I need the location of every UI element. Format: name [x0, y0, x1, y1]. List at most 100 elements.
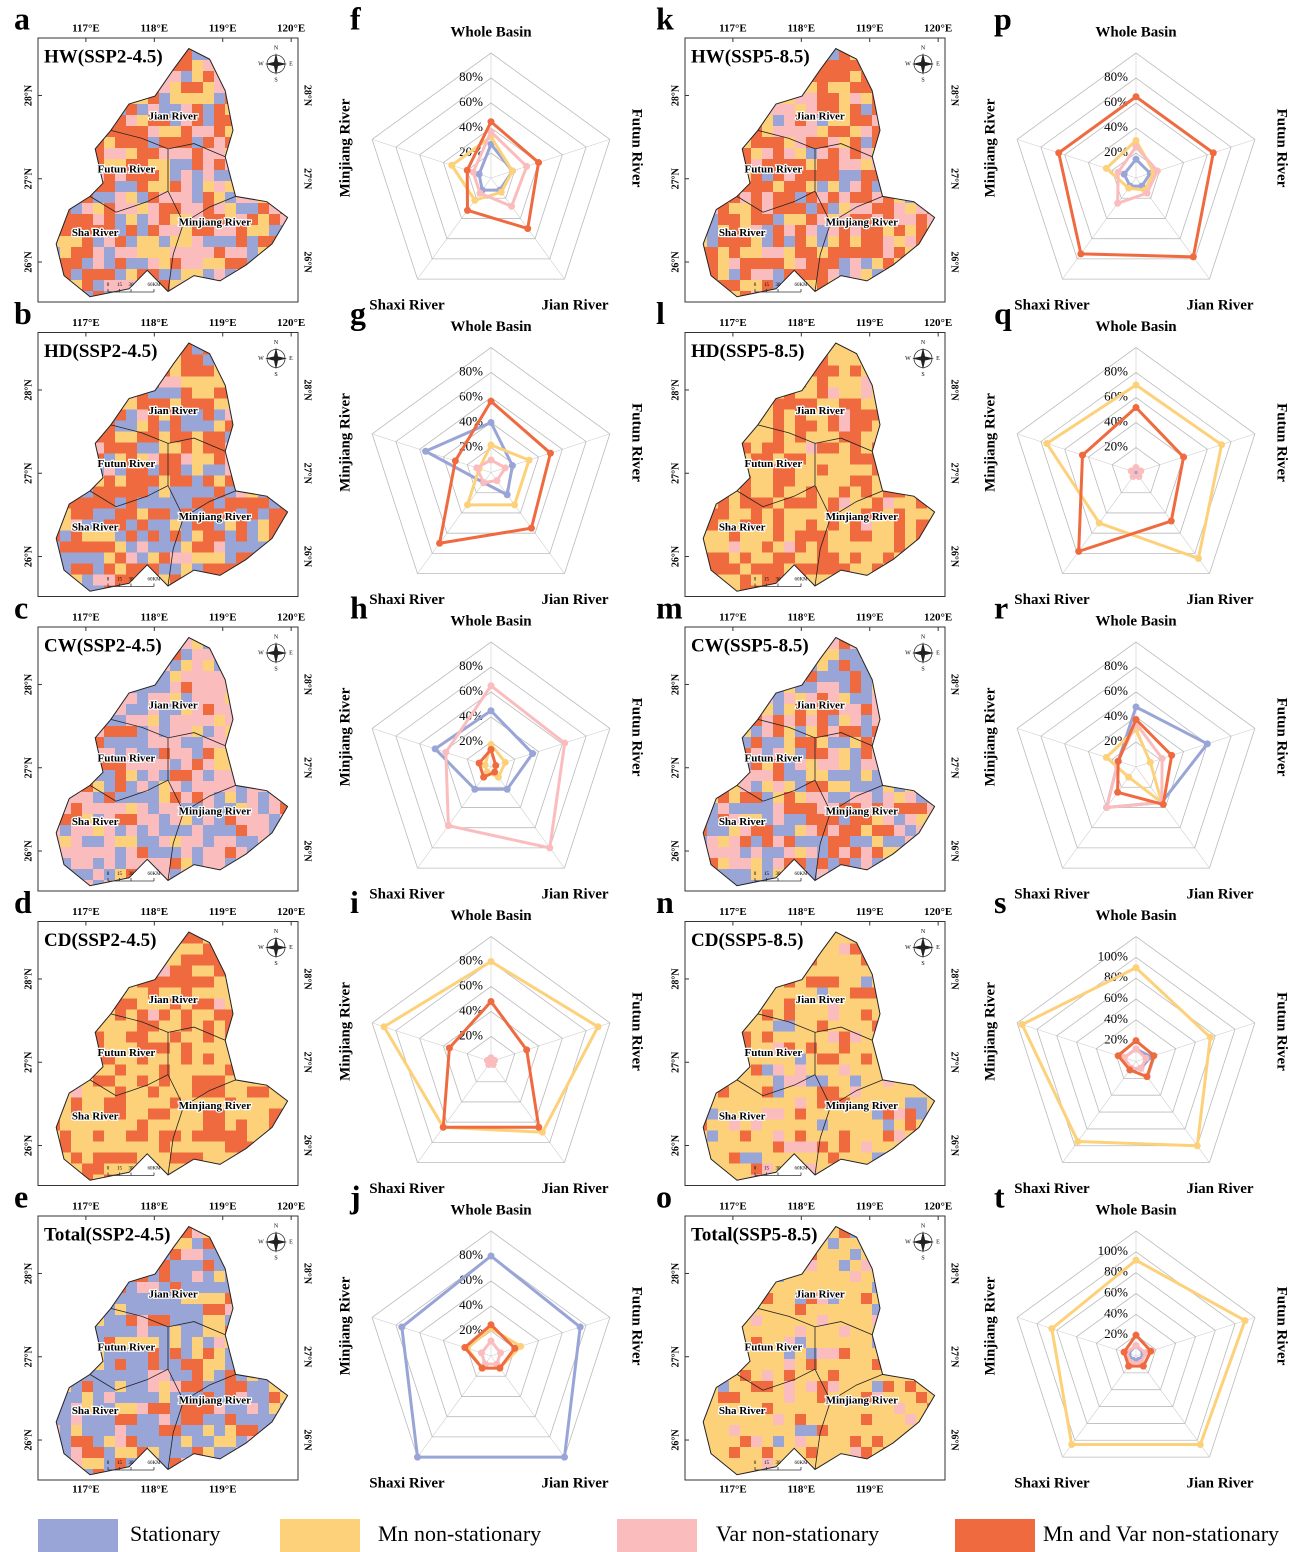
map-cell [159, 1108, 171, 1120]
map-cell [762, 541, 774, 553]
map-cell [192, 726, 204, 738]
map-cell [170, 847, 182, 859]
radar-spoke [417, 472, 492, 574]
map-cell [181, 203, 193, 215]
map-cell [795, 247, 807, 259]
map-cell [203, 1249, 215, 1261]
map-cell [828, 464, 840, 476]
map-cell [203, 660, 215, 672]
map-cell [707, 269, 719, 281]
map-cell [170, 280, 182, 292]
axis-label: Jian River [541, 1475, 608, 1491]
map-cell [159, 530, 171, 542]
compass-letter: N [921, 340, 926, 346]
map-cell [214, 1141, 226, 1153]
map-cell [707, 247, 719, 259]
map-cell [126, 1436, 138, 1448]
radar-spoke [490, 1022, 610, 1062]
map-cell [159, 704, 171, 716]
map-cell [872, 552, 884, 564]
map-cell [236, 792, 248, 804]
y-tick-label: 27°N [949, 168, 960, 190]
map-cell [729, 574, 741, 586]
map-cell [861, 715, 873, 727]
map-cell [71, 497, 83, 509]
map-cell [104, 574, 116, 586]
map-cell [93, 1075, 105, 1087]
map-cell [718, 258, 730, 270]
compass [265, 347, 287, 370]
map-cell [203, 1042, 215, 1054]
map-cell [214, 170, 226, 182]
map-cell [839, 464, 851, 476]
axis-label: Minjiang River [337, 1276, 353, 1375]
map-cell [71, 1392, 83, 1404]
map-cell [115, 181, 127, 193]
scale-label: 0 [107, 578, 110, 583]
map-cell [839, 660, 851, 672]
map-cell [707, 225, 719, 237]
map-cell [214, 1271, 226, 1283]
map-cell [795, 464, 807, 476]
map-cell [740, 737, 752, 749]
map-cell [762, 280, 774, 292]
map-cell [784, 214, 796, 226]
map-cell [806, 682, 818, 694]
map-cell [795, 530, 807, 542]
map-cell [170, 704, 182, 716]
map-cell [170, 1337, 182, 1349]
radar-spoke [490, 1061, 565, 1163]
map-cell [773, 269, 785, 281]
map-cell [773, 825, 785, 837]
radar-point [481, 761, 489, 769]
region-label: Futun River [745, 164, 803, 176]
map-cell [784, 693, 796, 705]
map-cell [839, 737, 851, 749]
map-cell [71, 814, 83, 826]
map-cell [170, 1249, 182, 1261]
map-cell [214, 792, 226, 804]
panel-letter: d [14, 884, 32, 920]
y-tick-label: 26°N [670, 251, 681, 273]
map-cell [170, 1009, 182, 1021]
y-tick-label: 27°N [302, 1346, 313, 1368]
map-cell [126, 1009, 138, 1021]
map-cell [214, 814, 226, 826]
map-cell [82, 1381, 94, 1393]
map-cell [828, 365, 840, 377]
sub-basin-boundary [89, 1326, 169, 1391]
map-cell [773, 781, 785, 793]
map-cell [214, 1064, 226, 1076]
map-cell [126, 759, 138, 771]
map-cell [71, 1436, 83, 1448]
map-cell [170, 508, 182, 520]
map-cell [181, 748, 193, 760]
map-cell [806, 497, 818, 509]
map-cell [159, 508, 171, 520]
x-tick-label: 117°E [719, 23, 747, 35]
map-cell [71, 1425, 83, 1437]
radar-point [535, 1123, 543, 1131]
map-cell [60, 1141, 72, 1153]
map-cell [247, 203, 259, 215]
map-cell [225, 247, 237, 259]
map-cell [115, 770, 127, 782]
map-cell [729, 530, 741, 542]
map-cell [247, 1086, 259, 1098]
map-cell [806, 82, 818, 94]
map-cell [740, 247, 752, 259]
map-cell [71, 1403, 83, 1415]
map-cell [850, 737, 862, 749]
map-cell [104, 825, 116, 837]
map-cell [203, 398, 215, 410]
map-cell [170, 365, 182, 377]
map-cell [159, 1315, 171, 1327]
y-tick-label: 26°N [302, 546, 313, 568]
y-tick-label: 27°N [23, 1345, 34, 1367]
radar-point [439, 1123, 447, 1131]
radar-point [487, 456, 495, 464]
map-cell [214, 1293, 226, 1305]
map-cell [137, 1337, 149, 1349]
map-cell [740, 585, 752, 592]
map-cell [159, 225, 171, 237]
